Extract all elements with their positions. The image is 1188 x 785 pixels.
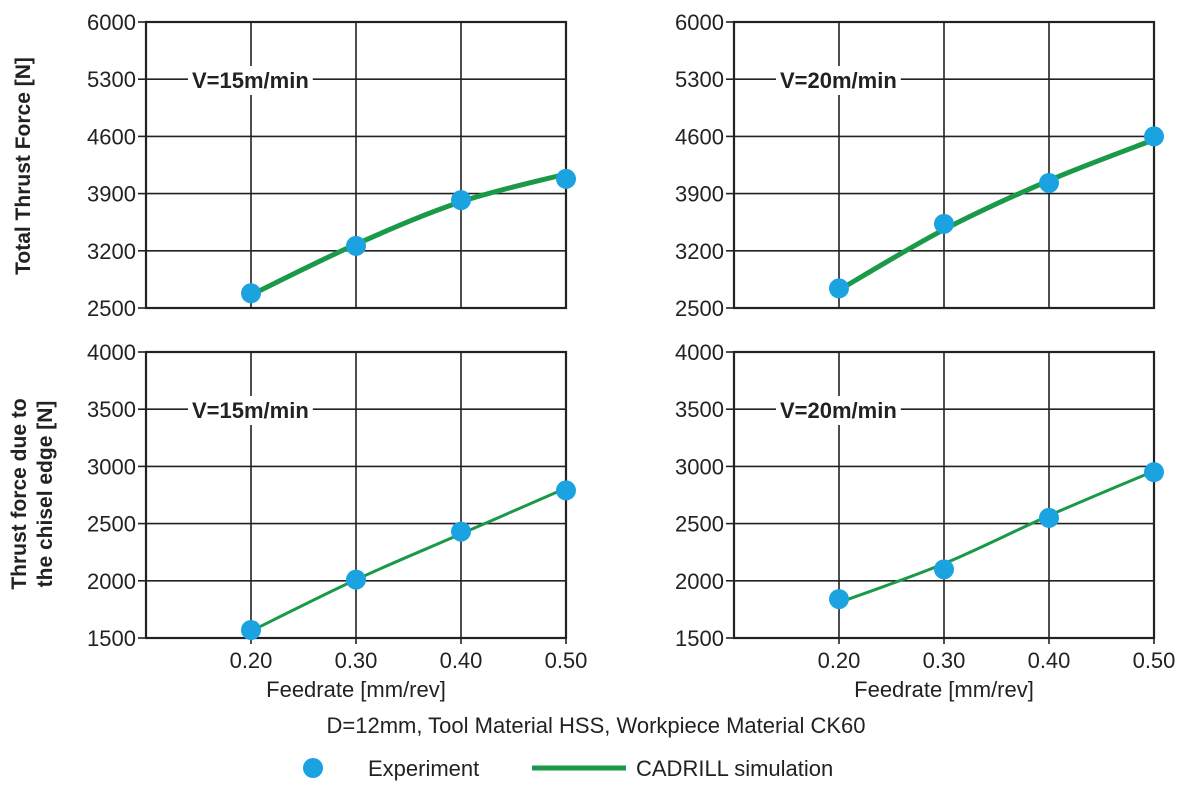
experiment-point [241, 619, 261, 640]
panel-1: 2500 3200 3900 4600 5300 6000 V=15m/min [87, 10, 576, 321]
experiment-point [241, 283, 261, 304]
legend-experiment-marker [303, 758, 323, 778]
annotation-background [188, 66, 313, 95]
annotation-background [188, 396, 313, 425]
ylabel-top: Total Thrust Force [N] [12, 57, 35, 275]
y-tick-label: 2500 [675, 296, 724, 321]
y-tick-label: 3900 [87, 182, 136, 207]
x-tick-label: 0.40 [1028, 648, 1071, 673]
y-tick-label: 2000 [675, 569, 724, 594]
simulation-line [248, 171, 569, 298]
experiment-point [451, 190, 471, 211]
x-tick-label: 0.30 [335, 648, 378, 673]
experiment-point [1039, 507, 1059, 528]
y-tick-label: 2000 [87, 569, 136, 594]
ylabel-bottom-line-1: Thrust force due to [8, 398, 31, 589]
panel-annotation: V=20m/min [780, 68, 897, 93]
experiment-point [1144, 126, 1164, 147]
y-tick-label: 2500 [87, 296, 136, 321]
annotation-background [776, 396, 901, 425]
y-tick-label: 5300 [675, 67, 724, 92]
y-tick-label: 4600 [87, 124, 136, 149]
x-tick-label: 0.30 [923, 648, 966, 673]
xlabel-left: Feedrate [mm/rev] [266, 677, 446, 702]
chart-panels: 2500 3200 3900 4600 5300 6000 V=15m/min 2500 320… [87, 10, 1175, 673]
y-tick-label: 4000 [675, 340, 724, 365]
annotation-background [776, 66, 901, 95]
experiment-point [346, 569, 366, 590]
y-tick-label: 4600 [675, 124, 724, 149]
figure-caption: D=12mm, Tool Material HSS, Workpiece Mat… [327, 713, 866, 738]
simulation-line [249, 486, 568, 633]
plot-frame [144, 20, 568, 310]
y-tick-label: 3200 [87, 239, 136, 264]
legend-experiment-label: Experiment [368, 756, 479, 781]
experiment-point [934, 213, 954, 234]
x-tick-label: 0.50 [1133, 648, 1176, 673]
x-tick-label: 0.20 [818, 648, 861, 673]
y-tick-label: 2500 [87, 512, 136, 537]
experiment-point [1039, 172, 1059, 193]
simulation-line [836, 137, 1157, 293]
panel-3: 1500 2000 2500 3000 3500 4000 0.20 0.30 0.40 0.50… [87, 340, 587, 673]
ylabel-bottom-line-2: the chisel edge [N] [34, 401, 57, 588]
experiment-point [451, 521, 471, 542]
y-tick-label: 3200 [675, 239, 724, 264]
experiment-point [934, 559, 954, 580]
y-tick-label: 3000 [87, 454, 136, 479]
plot-frame [732, 20, 1156, 310]
x-tick-label: 0.20 [230, 648, 273, 673]
y-tick-label: 2500 [675, 512, 724, 537]
experiment-point [556, 168, 576, 189]
panel-annotation: V=15m/min [192, 68, 309, 93]
ylabel-bottom: Thrust force due to the chisel edge [N] [8, 398, 57, 589]
experiment-point [829, 278, 849, 299]
plot-frame [732, 350, 1156, 640]
simulation-line [837, 469, 1156, 605]
panel-4: 1500 2000 2500 3000 3500 4000 0.20 0.30 0.40 0.50… [675, 340, 1175, 673]
y-tick-label: 1500 [87, 626, 136, 651]
xlabel-right: Feedrate [mm/rev] [854, 677, 1034, 702]
legend: Experiment CADRILL simulation [303, 756, 833, 781]
y-tick-label: 6000 [87, 10, 136, 35]
panel-annotation: V=15m/min [192, 398, 309, 423]
y-tick-label: 3900 [675, 182, 724, 207]
x-tick-label: 0.40 [440, 648, 483, 673]
experiment-point [556, 480, 576, 501]
panel-annotation: V=20m/min [780, 398, 897, 423]
legend-simulation-label: CADRILL simulation [636, 756, 833, 781]
x-tick-label: 0.50 [545, 648, 588, 673]
y-tick-label: 3500 [87, 397, 136, 422]
y-tick-label: 5300 [87, 67, 136, 92]
y-tick-label: 3500 [675, 397, 724, 422]
y-tick-label: 3000 [675, 454, 724, 479]
y-tick-label: 1500 [675, 626, 724, 651]
experiment-point [829, 589, 849, 610]
experiment-point [346, 235, 366, 256]
experiment-point [1144, 462, 1164, 483]
y-tick-label: 4000 [87, 340, 136, 365]
panel-2: 2500 3200 3900 4600 5300 6000 V=20m/min [675, 10, 1164, 321]
y-tick-label: 6000 [675, 10, 724, 35]
